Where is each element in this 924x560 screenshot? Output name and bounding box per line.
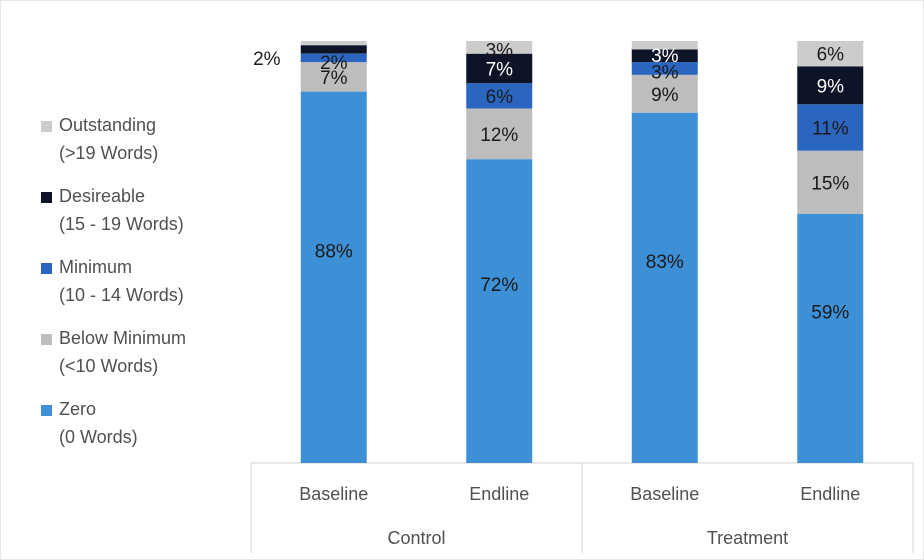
category-label: Baseline	[630, 484, 699, 504]
data-label: 7%	[486, 59, 514, 80]
group-label: Treatment	[707, 528, 788, 548]
legend-swatch	[41, 121, 52, 132]
bar-segment-zero	[466, 159, 533, 463]
bar-segment-minimum	[797, 104, 864, 151]
legend-label-detail: (0 Words)	[59, 427, 138, 447]
bar-segment-below-minimum	[631, 74, 698, 113]
legend-swatch	[41, 263, 52, 274]
data-label: 12%	[480, 125, 518, 146]
bar-segment-outstanding	[797, 41, 864, 67]
legend-label-detail: (<10 Words)	[59, 356, 158, 376]
legend-label: Zero	[59, 399, 96, 419]
legend-label-detail: (>19 Words)	[59, 143, 158, 163]
data-label: 88%	[315, 241, 353, 262]
category-label: Baseline	[299, 484, 368, 504]
legend-label: Outstanding	[59, 115, 156, 135]
bar-segment-desireable	[466, 53, 533, 84]
legend-swatch	[41, 334, 52, 345]
data-label: 3%	[651, 62, 679, 83]
data-label: 6%	[486, 87, 514, 108]
bar-segment-below-minimum	[797, 150, 864, 214]
data-label: 11%	[812, 119, 849, 140]
legend-swatch	[41, 405, 52, 416]
bar-segment-outstanding	[300, 41, 367, 46]
data-label: 15%	[811, 173, 849, 194]
bar-segment-below-minimum	[466, 108, 533, 160]
bar-segment-zero	[797, 214, 864, 463]
bar-segment-desireable	[797, 66, 864, 105]
data-label: 83%	[646, 252, 684, 273]
category-label: Endline	[800, 484, 860, 504]
bar-segment-desireable	[300, 45, 367, 54]
legend-swatch	[41, 192, 52, 203]
data-label: 59%	[811, 303, 849, 324]
data-label: 2%	[253, 49, 281, 70]
bar-segment-below-minimum	[300, 62, 367, 92]
data-label: 6%	[817, 45, 845, 66]
bar-segment-zero	[300, 91, 367, 463]
bar-segment-outstanding	[466, 41, 533, 54]
category-label: Endline	[469, 484, 529, 504]
data-label: 2%	[320, 53, 348, 74]
data-label: 9%	[817, 76, 845, 97]
data-label: 3%	[651, 46, 679, 67]
legend-label: Minimum	[59, 257, 132, 277]
data-label: 9%	[651, 85, 679, 106]
bar-segment-minimum	[631, 62, 698, 75]
legend-label-detail: (15 - 19 Words)	[59, 214, 184, 234]
legend-label: Desireable	[59, 186, 145, 206]
bar-segment-zero	[631, 112, 698, 463]
group-label: Control	[387, 528, 445, 548]
legend-label: Below Minimum	[59, 328, 186, 348]
bar-segment-minimum	[300, 53, 367, 63]
data-label: 3%	[486, 40, 514, 61]
bar-segment-minimum	[466, 83, 533, 109]
bar-segment-desireable	[631, 49, 698, 63]
bar-segment-outstanding	[631, 41, 698, 50]
data-label: 7%	[320, 68, 348, 89]
legend-label-detail: (10 - 14 Words)	[59, 285, 184, 305]
data-label: 72%	[480, 275, 518, 296]
